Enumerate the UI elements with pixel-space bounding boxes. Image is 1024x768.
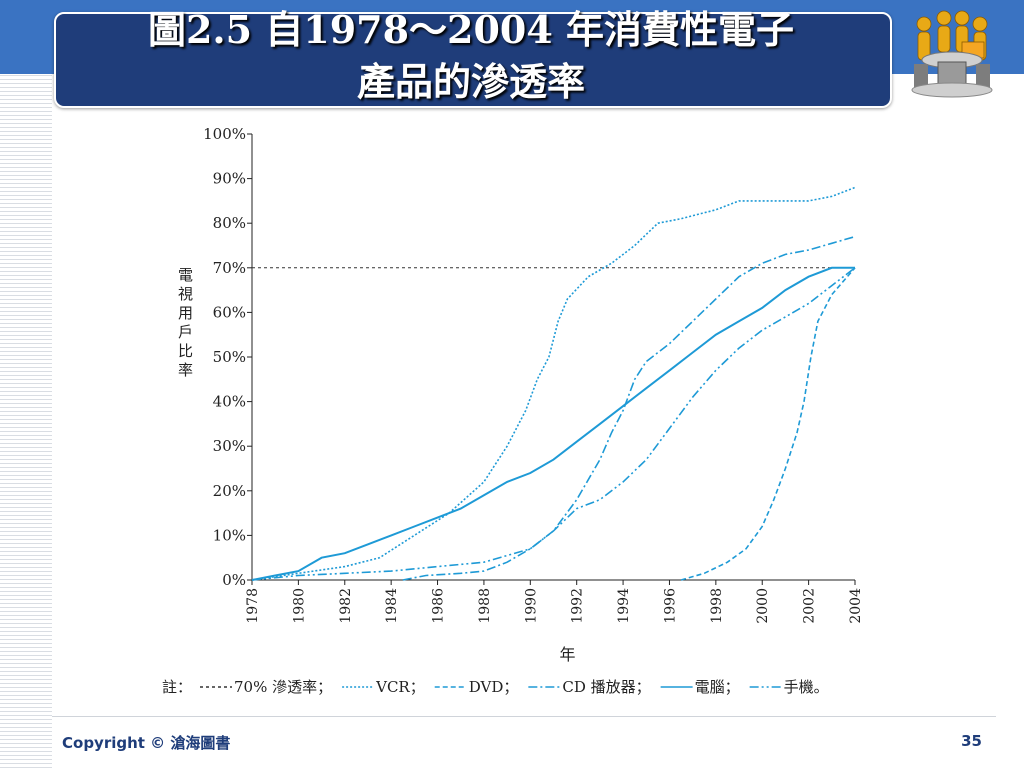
y-axis-label: 電視用戶比率 [178,266,193,379]
x-tick-label: 1994 [616,588,632,624]
people-at-desk-icon [911,10,993,98]
y-tick-label: 30% [213,437,246,455]
x-tick-label: 1990 [523,588,539,624]
legend-prefix: 註： [162,678,192,696]
y-tick-label: 10% [213,526,246,544]
x-tick-label: 1984 [384,588,400,624]
y-tick-label: 40% [213,393,246,411]
legend-label: VCR； [375,678,425,696]
page-number: 35 [961,732,982,750]
legend-label: 70% 滲透率； [234,678,332,696]
x-tick-label: 1978 [245,588,261,624]
x-tick-label: 1980 [291,588,307,624]
slide-title: 圖2.5 自1978～2004 年消費性電子 產品的滲透率 [54,4,888,108]
series-line-5 [251,267,856,581]
series-line-2 [680,267,856,581]
x-tick-label: 1998 [709,588,725,624]
series-line-4 [251,266,855,581]
legend-label: DVD； [469,678,519,696]
legend-label: CD 播放器； [562,678,650,696]
y-tick-label: 0% [222,571,246,589]
legend-label: 手機。 [784,678,829,696]
footer-divider [52,716,996,717]
slide-title-line1: 圖2.5 自1978～2004 年消費性電子 [147,7,795,52]
y-tick-label: 80% [213,214,246,232]
striped-left-band [0,0,52,768]
y-tick-label: 20% [213,482,246,500]
y-tick-label: 100% [203,125,246,143]
title-panel [54,12,892,108]
x-tick-label: 1982 [338,588,354,624]
x-tick-label: 2000 [755,588,771,624]
x-tick-label: 1988 [477,588,493,624]
x-tick-label: 1996 [662,588,678,624]
series-line-3 [402,235,856,581]
x-tick-label: 1992 [570,588,586,624]
penetration-rate-chart: 0% 10% 20% 30% 40% 50% 60% 70% 80% 90% 100% 1978 198… [162,125,864,696]
x-tick-label: 2002 [802,588,818,624]
y-tick-label: 60% [213,303,246,321]
x-tick-label: 2004 [848,588,864,624]
y-tick-label: 50% [213,348,246,366]
x-tick-label: 1986 [431,588,447,624]
legend-label: 電腦； [695,678,740,696]
series-line-1 [251,186,856,581]
y-tick-label: 70% [213,259,246,277]
y-tick-label: 90% [213,170,246,188]
slide-title-line2: 產品的滲透率 [356,59,585,104]
x-axis-label: 年 [559,645,575,664]
copyright-text: Copyright © 滄海圖書 [62,734,231,752]
